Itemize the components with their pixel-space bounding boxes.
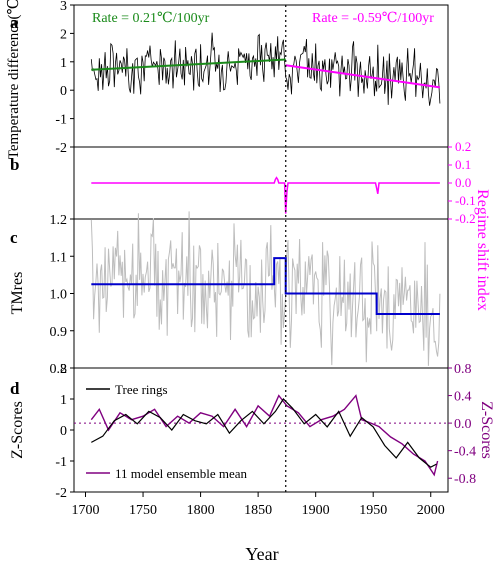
legend-label-tree-rings: Tree rings (115, 382, 168, 397)
panel-c-ylabel: TMres (9, 272, 26, 315)
panel-a-ylabel: Temperature difference(℃) (6, 0, 22, 159)
annotation-rate-magenta: Rate = -0.59℃/100yr (312, 11, 434, 26)
x-tick-label: 1850 (244, 503, 272, 518)
x-tick-label: 1900 (302, 503, 330, 518)
panel-d-ytick-label: 1 (60, 393, 67, 408)
x-tick-label: 1950 (359, 503, 387, 518)
series-regime-shift-index (91, 176, 440, 214)
panel-b-ytick-label: 0.0 (455, 175, 471, 190)
panel-c-ytick-label: 1.1 (50, 250, 68, 265)
panel-b-ytick-label: 0.1 (455, 157, 471, 172)
trend-line-0 (91, 58, 286, 71)
x-axis-title: Year (245, 544, 278, 564)
panel-b-ytick-label: 0.2 (455, 139, 471, 154)
panel-b-plot (91, 176, 440, 214)
annotation-rate-green: Rate = 0.21℃/100yr (92, 11, 210, 26)
legend-label-model-mean: 11 model ensemble mean (115, 466, 248, 481)
series-tmres (90, 211, 441, 366)
panel-a-ytick-label: -2 (55, 141, 67, 156)
x-tick-label: 1700 (72, 503, 100, 518)
panel-c-ytick-label: 1.2 (50, 213, 68, 228)
x-tick-label: 1800 (187, 503, 215, 518)
panel-a-plot (90, 32, 441, 106)
trend-line-1 (285, 64, 441, 89)
x-tick-label: 1750 (129, 503, 157, 518)
panel-c-ytick-label: 0.8 (50, 362, 68, 377)
series-tree-rings (91, 398, 437, 468)
panel-a-ytick-label: 0 (60, 84, 67, 99)
panel-d-y2tick-label: 0.0 (454, 417, 472, 432)
panel-b-ytick-label: -0.1 (455, 193, 476, 208)
panel-label-d: d (10, 379, 20, 398)
panel-d-y2tick-label: 0.8 (454, 362, 472, 377)
panel-c-ytick-label: 1.0 (50, 288, 68, 303)
panel-d-y2tick-label: -0.4 (454, 445, 476, 460)
panel-d-ylabel: Z-Scores (9, 401, 26, 459)
panel-label-c: c (10, 228, 18, 247)
panel-label-b: b (10, 155, 19, 174)
series-model-ensemble-mean (90, 394, 439, 477)
panel-a-ytick-label: 3 (60, 0, 67, 14)
panel-d-y2tick-label: 0.4 (454, 390, 472, 405)
panel-d-plot (74, 394, 448, 477)
panel-d-y2label: Z-Scores (478, 401, 495, 459)
panel-d-y2tick-label: -0.8 (454, 472, 476, 487)
x-tick-label: 2000 (417, 503, 445, 518)
panel-b-ytick-label: -0.2 (455, 211, 476, 226)
panel-d-ytick-label: -1 (55, 455, 67, 470)
panel-d-ytick-label: 2 (60, 362, 67, 377)
panel-b-ylabel: Regime shift index (474, 189, 491, 311)
panel-a-ytick-label: 2 (60, 27, 67, 42)
panel-a-ytick-label: 1 (60, 56, 67, 71)
series-temperature-annual (90, 32, 441, 106)
panel-d-ytick-label: -2 (55, 486, 67, 501)
panel-c-ytick-label: 0.9 (50, 325, 68, 340)
panel-a-ytick-label: -1 (55, 113, 67, 128)
axes: -2 -1 0 1 2 3 -0.2 -0.1 0.0 0.1 0.2 0.8 0.9 1.0 1.1 1.2… (50, 0, 477, 518)
panel-d-ytick-label: 0 (60, 424, 67, 439)
panel-label-a: a (10, 13, 19, 32)
